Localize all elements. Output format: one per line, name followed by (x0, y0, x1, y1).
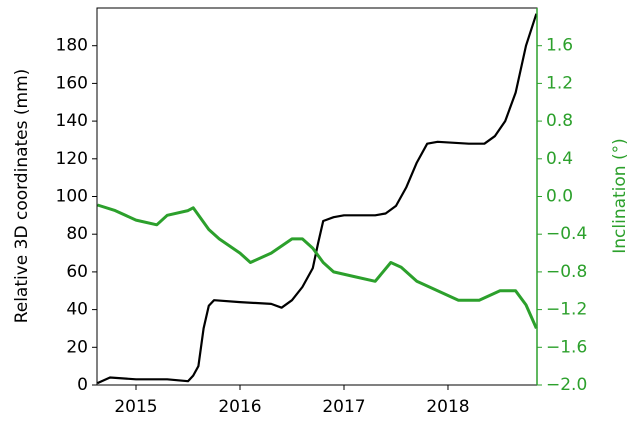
y2-tick-label: −1.2 (546, 300, 587, 320)
y2-tick-label: −2.0 (546, 375, 587, 395)
y2-tick-label: 0.4 (546, 149, 573, 169)
line-series (97, 203, 538, 330)
y2-tick-label: −0.8 (546, 262, 587, 282)
y-tick-label: 80 (66, 224, 88, 244)
y-tick-label: 0 (77, 375, 88, 395)
x-tick-label: 2015 (114, 397, 157, 417)
x-tick-label: 2018 (426, 397, 469, 417)
y2-tick-label: 1.6 (546, 36, 573, 56)
y2-axis-label: Inclination (°) (610, 138, 630, 254)
y-tick-label: 120 (56, 149, 88, 169)
y-tick-label: 40 (66, 300, 88, 320)
x-tick-label: 2017 (322, 397, 365, 417)
y2-tick-label: −1.6 (546, 337, 587, 357)
y-axis-label: Relative 3D coordinates (mm) (12, 69, 32, 324)
line-series (97, 13, 538, 385)
plot-frame (96, 7, 538, 386)
x-tick-label: 2016 (218, 397, 261, 417)
y2-tick-label: 0.0 (546, 187, 573, 207)
y-tick-label: 100 (56, 187, 88, 207)
y-tick-label: 180 (56, 36, 88, 56)
y2-tick-label: 1.2 (546, 73, 573, 93)
y2-tick-label: −0.4 (546, 224, 587, 244)
y-tick-label: 20 (66, 337, 88, 357)
y2-tick-label: 0.8 (546, 111, 573, 131)
y-tick-label: 60 (66, 262, 88, 282)
y-tick-label: 140 (56, 111, 88, 131)
y-tick-label: 160 (56, 73, 88, 93)
